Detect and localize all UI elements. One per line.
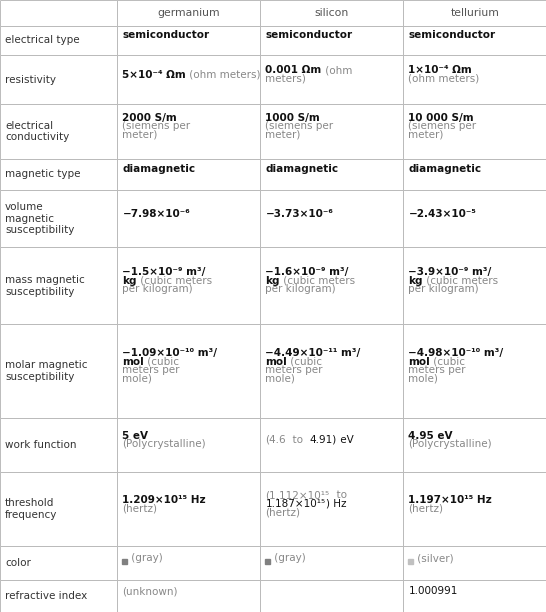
Text: diamagnetic: diamagnetic	[408, 164, 482, 174]
Text: germanium: germanium	[158, 8, 220, 18]
Text: 1.187×10¹⁵: 1.187×10¹⁵	[265, 499, 325, 509]
Text: meter): meter)	[122, 130, 158, 140]
Text: −1.09×10⁻¹⁰ m³/: −1.09×10⁻¹⁰ m³/	[122, 348, 217, 358]
Text: 0.001 Ωm: 0.001 Ωm	[265, 65, 322, 75]
Text: (hertz): (hertz)	[265, 507, 300, 517]
Text: meters): meters)	[265, 74, 306, 84]
Text: semiconductor: semiconductor	[408, 30, 496, 40]
Text: molar magnetic
susceptibility: molar magnetic susceptibility	[5, 360, 87, 382]
Text: (ohm meters): (ohm meters)	[408, 74, 480, 84]
Text: (siemens per: (siemens per	[408, 121, 477, 132]
Text: −4.98×10⁻¹⁰ m³/: −4.98×10⁻¹⁰ m³/	[408, 348, 503, 358]
Text: (hertz): (hertz)	[408, 503, 443, 513]
Text: −2.43×10⁻⁵: −2.43×10⁻⁵	[408, 209, 476, 218]
Text: refractive index: refractive index	[5, 591, 87, 601]
Text: 1.000991: 1.000991	[408, 586, 458, 596]
Text: 2000 S/m: 2000 S/m	[122, 113, 177, 123]
Text: diamagnetic: diamagnetic	[122, 164, 195, 174]
Text: volume
magnetic
susceptibility: volume magnetic susceptibility	[5, 202, 74, 236]
Text: (gray): (gray)	[271, 553, 306, 563]
Text: 4.91): 4.91)	[310, 435, 337, 445]
Text: silicon: silicon	[315, 8, 349, 18]
Text: 5×10⁻⁴ Ωm: 5×10⁻⁴ Ωm	[122, 70, 186, 80]
Text: mole): mole)	[408, 374, 438, 384]
Text: 1000 S/m: 1000 S/m	[265, 113, 320, 123]
Text: work function: work function	[5, 440, 76, 450]
Text: per kilogram): per kilogram)	[408, 284, 479, 294]
Text: 1.197×10¹⁵ Hz: 1.197×10¹⁵ Hz	[408, 494, 492, 505]
Text: to: to	[330, 490, 347, 501]
Text: 1×10⁻⁴ Ωm: 1×10⁻⁴ Ωm	[408, 65, 472, 75]
Text: (ohm: (ohm	[322, 65, 352, 75]
Text: kg: kg	[122, 275, 137, 286]
Text: (siemens per: (siemens per	[265, 121, 334, 132]
Text: mol: mol	[265, 357, 287, 367]
Text: (cubic meters: (cubic meters	[137, 275, 212, 286]
Text: color: color	[5, 558, 31, 568]
Text: meter): meter)	[408, 130, 444, 140]
Text: ) Hz: ) Hz	[325, 499, 346, 509]
Bar	[265, 559, 270, 564]
Text: meters per: meters per	[265, 365, 323, 375]
Text: magnetic type: magnetic type	[5, 170, 80, 179]
Text: mole): mole)	[265, 374, 295, 384]
Text: mol: mol	[122, 357, 144, 367]
Text: (Polycrystalline): (Polycrystalline)	[122, 439, 206, 449]
Text: diamagnetic: diamagnetic	[265, 164, 339, 174]
Text: 5 eV: 5 eV	[122, 431, 149, 441]
Text: mole): mole)	[122, 374, 152, 384]
Text: mol: mol	[408, 357, 430, 367]
Text: (4.6: (4.6	[265, 435, 286, 445]
Text: (gray): (gray)	[128, 553, 163, 563]
Text: (silver): (silver)	[414, 553, 454, 563]
Text: (1.112×10¹⁵: (1.112×10¹⁵	[265, 490, 330, 501]
Text: 4.95 eV: 4.95 eV	[408, 431, 453, 441]
Text: threshold
frequency: threshold frequency	[5, 498, 57, 520]
Text: 1.209×10¹⁵ Hz: 1.209×10¹⁵ Hz	[122, 494, 206, 505]
Text: (cubic meters: (cubic meters	[280, 275, 355, 286]
Text: semiconductor: semiconductor	[265, 30, 353, 40]
Text: −1.6×10⁻⁹ m³/: −1.6×10⁻⁹ m³/	[265, 267, 349, 277]
Text: −3.9×10⁻⁹ m³/: −3.9×10⁻⁹ m³/	[408, 267, 492, 277]
Text: meter): meter)	[265, 130, 301, 140]
Text: (cubic meters: (cubic meters	[423, 275, 498, 286]
Bar	[122, 559, 127, 564]
Text: per kilogram): per kilogram)	[122, 284, 193, 294]
Text: kg: kg	[265, 275, 280, 286]
Text: −3.73×10⁻⁶: −3.73×10⁻⁶	[265, 209, 333, 218]
Bar	[408, 559, 413, 564]
Text: −4.49×10⁻¹¹ m³/: −4.49×10⁻¹¹ m³/	[265, 348, 361, 358]
Text: resistivity: resistivity	[5, 75, 56, 85]
Text: eV: eV	[337, 435, 354, 445]
Text: semiconductor: semiconductor	[122, 30, 210, 40]
Text: mass magnetic
susceptibility: mass magnetic susceptibility	[5, 275, 85, 297]
Text: (Polycrystalline): (Polycrystalline)	[408, 439, 492, 449]
Text: 10 000 S/m: 10 000 S/m	[408, 113, 474, 123]
Text: meters per: meters per	[122, 365, 180, 375]
Text: (cubic: (cubic	[144, 357, 179, 367]
Text: per kilogram): per kilogram)	[265, 284, 336, 294]
Text: tellurium: tellurium	[450, 8, 499, 18]
Text: (cubic: (cubic	[287, 357, 322, 367]
Text: −7.98×10⁻⁶: −7.98×10⁻⁶	[122, 209, 190, 218]
Text: (ohm meters): (ohm meters)	[186, 70, 260, 80]
Text: (siemens per: (siemens per	[122, 121, 191, 132]
Text: electrical
conductivity: electrical conductivity	[5, 121, 69, 143]
Text: meters per: meters per	[408, 365, 466, 375]
Text: electrical type: electrical type	[5, 35, 80, 45]
Text: −1.5×10⁻⁹ m³/: −1.5×10⁻⁹ m³/	[122, 267, 206, 277]
Text: (hertz): (hertz)	[122, 503, 157, 513]
Text: (cubic: (cubic	[430, 357, 465, 367]
Text: (unknown): (unknown)	[122, 586, 178, 596]
Text: kg: kg	[408, 275, 423, 286]
Text: to: to	[286, 435, 310, 445]
